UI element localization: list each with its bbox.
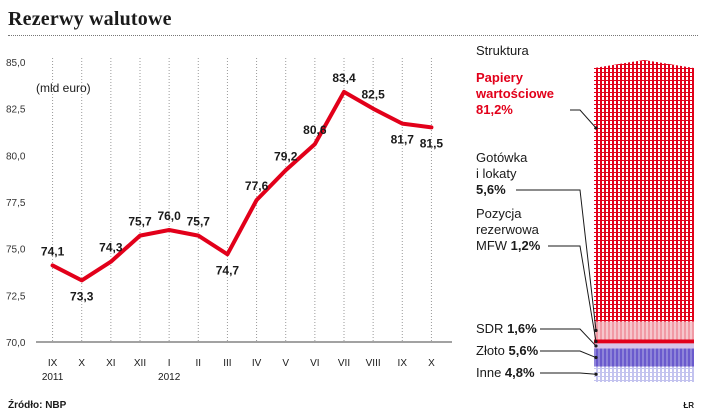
leader-line — [540, 328, 597, 347]
x-tick-label: IV — [252, 358, 262, 369]
x-tick-label: II — [196, 358, 202, 369]
structure-value: 5,6% — [476, 182, 506, 197]
segment-inne — [594, 366, 694, 382]
y-tick-label: 75,0 — [6, 245, 26, 256]
x-tick-label: VIII — [366, 358, 381, 369]
leader-dot — [594, 344, 598, 348]
x-tick-label: V — [282, 358, 289, 369]
y-tick-label: 70,0 — [6, 338, 26, 349]
structure-title: Struktura — [476, 43, 530, 58]
data-label: 79,2 — [274, 149, 298, 163]
leader-dot — [594, 328, 598, 333]
data-label: 76,0 — [157, 209, 181, 223]
y-tick-label: 82,5 — [6, 105, 26, 116]
structure-label: Złoto 5,6% — [476, 343, 539, 358]
structure-label: Pozycja — [476, 206, 522, 221]
structure-label: i lokaty — [476, 166, 517, 181]
y-tick-label: 72,5 — [6, 291, 26, 302]
leader-line — [548, 245, 597, 342]
x-tick-label: IX — [48, 358, 58, 369]
data-label: 81,5 — [420, 136, 444, 150]
leader-dot — [594, 339, 598, 344]
leader-line — [570, 109, 597, 129]
structure-label: Inne 4,8% — [476, 365, 535, 380]
x-tick-label: I — [168, 358, 171, 369]
series-line — [50, 89, 434, 283]
x-tick-label: VI — [310, 358, 319, 369]
leader-line — [540, 372, 597, 375]
author-credit: ŁR — [683, 401, 694, 410]
leader-line — [540, 350, 597, 358]
structure-value: 1,6% — [503, 321, 537, 336]
segment-sdr — [594, 343, 694, 349]
structure-label: MFW 1,2% — [476, 238, 541, 253]
chart-title: Rezerwy walutowe — [8, 8, 172, 30]
y-tick-label: 77,5 — [6, 198, 26, 209]
structure-value: 5,6% — [505, 343, 539, 358]
year-label: 2011 — [42, 372, 64, 383]
data-label: 74,1 — [41, 244, 65, 258]
leader-line — [516, 189, 597, 331]
leader-dot — [594, 372, 598, 376]
data-label: 74,3 — [99, 241, 123, 255]
x-tick-label: X — [78, 358, 85, 369]
structure-value: 81,2% — [476, 102, 513, 117]
segment-gotówka-i-lokaty — [594, 321, 694, 340]
structure-label: rezerwowa — [476, 222, 540, 237]
data-label: 75,7 — [128, 215, 152, 229]
y-tick-label: 85,0 — [6, 58, 26, 69]
year-label: 2012 — [158, 372, 181, 383]
segment-złoto — [594, 348, 694, 367]
data-label: 73,3 — [70, 289, 94, 303]
x-tick-label: X — [428, 358, 435, 369]
data-label: 83,4 — [332, 71, 356, 85]
data-label: 77,6 — [245, 179, 269, 193]
structure-value: 4,8% — [501, 365, 535, 380]
x-tick-label: XII — [134, 358, 146, 369]
structure-label: SDR 1,6% — [476, 321, 537, 336]
structure-value: 1,2% — [507, 238, 541, 253]
structure-label: Gotówka — [476, 150, 528, 165]
y-tick-label: 80,0 — [6, 151, 26, 162]
leader-dot — [594, 126, 598, 130]
leader-dot — [594, 355, 598, 360]
data-label: 74,7 — [216, 263, 240, 277]
data-label: 82,5 — [361, 88, 385, 102]
title-rule — [8, 35, 698, 36]
x-tick-label: III — [223, 358, 231, 369]
data-label: 75,7 — [187, 215, 211, 229]
x-tick-label: VII — [338, 358, 350, 369]
x-tick-label: XI — [106, 358, 115, 369]
source-note: Źródło: NBP — [8, 400, 67, 411]
x-tick-label: IX — [398, 358, 408, 369]
structure-label: Papiery — [476, 70, 524, 85]
data-label: 81,7 — [391, 133, 415, 147]
segment-pozycja-rezerwowa-mfw — [594, 339, 694, 344]
segment-papiery-wartosciowe — [594, 60, 694, 322]
structure-label: wartościowe — [475, 86, 554, 101]
unit-label: (mld euro) — [36, 81, 91, 95]
data-label: 80,6 — [303, 123, 327, 137]
